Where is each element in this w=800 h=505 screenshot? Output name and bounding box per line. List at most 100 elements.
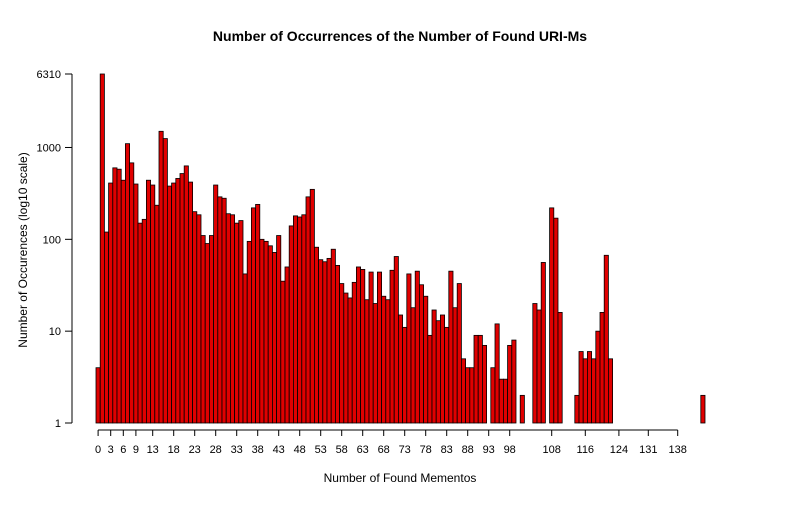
x-tick-label-83: 83 xyxy=(441,444,453,456)
bar-18 xyxy=(171,182,177,424)
bar-58 xyxy=(339,283,345,424)
x-tick-label-138: 138 xyxy=(669,444,687,456)
bar-42 xyxy=(271,252,277,424)
bar-119 xyxy=(595,330,601,424)
bar-80 xyxy=(431,309,437,424)
x-tick-label-53: 53 xyxy=(315,444,327,456)
bar-83 xyxy=(444,326,450,424)
bar-94 xyxy=(490,367,496,424)
bar-17 xyxy=(166,185,172,424)
bar-50 xyxy=(305,196,311,424)
bar-86 xyxy=(456,283,462,424)
bar-122 xyxy=(608,358,614,424)
bar-43 xyxy=(276,235,282,424)
bar-104 xyxy=(532,303,538,424)
bar-8 xyxy=(129,162,135,424)
y-axis-label: Number of Occurences (log10 scale) xyxy=(16,152,30,347)
x-tick-label-48: 48 xyxy=(294,444,306,456)
bar-28 xyxy=(213,184,219,424)
y-tick-label-100: 100 xyxy=(43,234,61,246)
x-tick-label-63: 63 xyxy=(357,444,369,456)
x-tick-label-88: 88 xyxy=(462,444,474,456)
bar-81 xyxy=(435,320,441,424)
x-tick-label-131: 131 xyxy=(639,444,657,456)
bar-88 xyxy=(465,367,471,424)
x-tick-label-0: 0 xyxy=(95,444,101,456)
bar-36 xyxy=(246,240,252,424)
x-tick-label-6: 6 xyxy=(120,444,126,456)
bar-68 xyxy=(381,295,387,424)
bar-2 xyxy=(104,231,110,424)
bar-4 xyxy=(112,167,118,424)
bar-96 xyxy=(498,378,504,424)
x-tick-label-38: 38 xyxy=(252,444,264,456)
bar-60 xyxy=(347,297,353,424)
bar-21 xyxy=(183,165,189,424)
bar-30 xyxy=(221,197,227,424)
bar-79 xyxy=(427,334,433,424)
bar-71 xyxy=(393,256,399,424)
bar-52 xyxy=(313,246,319,424)
bar-46 xyxy=(288,225,294,424)
bar-65 xyxy=(368,271,374,424)
bar-56 xyxy=(330,248,336,424)
bar-26 xyxy=(204,243,210,424)
bar-105 xyxy=(536,309,542,424)
bar-120 xyxy=(599,312,605,424)
bar-27 xyxy=(208,235,214,424)
bars-group xyxy=(95,73,706,424)
bar-29 xyxy=(217,196,223,424)
bar-77 xyxy=(418,284,424,424)
bar-11 xyxy=(141,218,147,424)
y-axis: 1 10 100 1000 6310 xyxy=(37,69,73,430)
bar-87 xyxy=(460,358,466,424)
x-tick-label-23: 23 xyxy=(189,444,201,456)
bar-25 xyxy=(200,235,206,424)
bar-62 xyxy=(355,266,361,424)
bar-64 xyxy=(364,299,370,424)
bar-3 xyxy=(108,182,114,424)
bar-10 xyxy=(137,222,143,424)
bar-89 xyxy=(469,367,475,424)
x-tick-label-13: 13 xyxy=(147,444,159,456)
bar-97 xyxy=(502,378,508,424)
bar-9 xyxy=(133,183,139,424)
bar-47 xyxy=(292,215,298,424)
bar-144 xyxy=(700,394,706,424)
bar-34 xyxy=(238,220,244,424)
bar-57 xyxy=(334,264,340,424)
bar-70 xyxy=(389,269,395,424)
bar-55 xyxy=(326,257,332,424)
bar-82 xyxy=(439,314,445,424)
bar-74 xyxy=(406,273,412,424)
bar-85 xyxy=(452,307,458,424)
chart-title: Number of Occurrences of the Number of F… xyxy=(213,28,587,44)
x-tick-label-124: 124 xyxy=(610,444,628,456)
bar-35 xyxy=(242,273,248,424)
bar-69 xyxy=(385,299,391,424)
bar-1 xyxy=(99,73,105,424)
bar-39 xyxy=(259,238,265,424)
bar-54 xyxy=(322,261,328,424)
x-tick-label-58: 58 xyxy=(336,444,348,456)
y-tick-label-10: 10 xyxy=(49,326,61,338)
bar-63 xyxy=(360,269,366,424)
bar-5 xyxy=(116,168,122,424)
bar-38 xyxy=(255,203,261,424)
bar-106 xyxy=(540,262,546,424)
bar-90 xyxy=(473,334,479,424)
bar-59 xyxy=(343,292,349,424)
bar-53 xyxy=(318,259,324,424)
bar-109 xyxy=(553,217,559,424)
bar-48 xyxy=(297,216,303,424)
bar-66 xyxy=(372,303,378,424)
bar-95 xyxy=(494,323,500,424)
bar-84 xyxy=(448,270,454,424)
x-tick-label-73: 73 xyxy=(399,444,411,456)
bar-78 xyxy=(423,295,429,424)
bar-98 xyxy=(507,344,513,424)
x-tick-label-78: 78 xyxy=(420,444,432,456)
bar-114 xyxy=(574,394,580,424)
bar-20 xyxy=(179,173,185,424)
